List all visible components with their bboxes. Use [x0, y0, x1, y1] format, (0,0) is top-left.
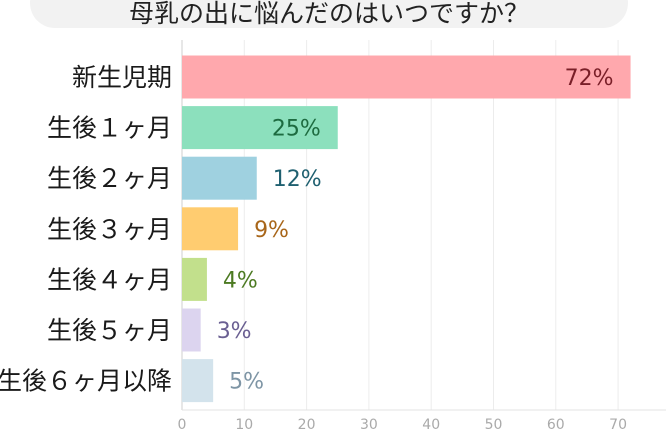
category-label: 生後６ヶ月以降 [0, 367, 172, 396]
title-banner: 母乳の出に悩んだのはいつですか？ [30, 0, 628, 28]
value-label: 9% [254, 218, 289, 243]
category-label: 生後２ヶ月 [47, 164, 172, 193]
chart-title: 母乳の出に悩んだのはいつですか？ [128, 0, 529, 28]
x-tick-label: 20 [298, 417, 316, 432]
x-tick-label: 70 [609, 417, 627, 432]
bars: 新生児期 72% 生後１ヶ月 25% 生後２ヶ月 12% 生後３ヶ月 9% 生後４ヶ月 4% 生後５… [0, 55, 631, 403]
bar [182, 257, 207, 301]
grid-lines [181, 40, 619, 410]
category-label: 生後１ヶ月 [47, 114, 172, 143]
category-label: 生後４ヶ月 [47, 265, 172, 294]
value-label: 25% [272, 117, 321, 142]
bar [182, 359, 214, 403]
value-label: 4% [223, 268, 258, 293]
x-tick-label: 60 [547, 417, 565, 432]
x-tick-label: 40 [422, 417, 440, 432]
category-label: 新生児期 [72, 63, 172, 92]
bar [182, 207, 239, 251]
bar [182, 156, 257, 200]
value-label: 72% [565, 66, 614, 91]
x-tick-label: 50 [485, 417, 503, 432]
value-label: 12% [273, 167, 322, 192]
bar [182, 308, 201, 352]
x-tick-label: 0 [178, 417, 187, 432]
bar [182, 106, 338, 150]
bar [182, 55, 631, 99]
value-label: 3% [217, 319, 252, 344]
x-tick-label: 10 [235, 417, 253, 432]
value-label: 5% [229, 370, 264, 395]
category-label: 生後３ヶ月 [47, 215, 172, 244]
category-label: 生後５ヶ月 [47, 316, 172, 345]
x-tick-label: 30 [360, 417, 378, 432]
x-axis: 0 10 20 30 40 50 60 70 [178, 409, 666, 432]
